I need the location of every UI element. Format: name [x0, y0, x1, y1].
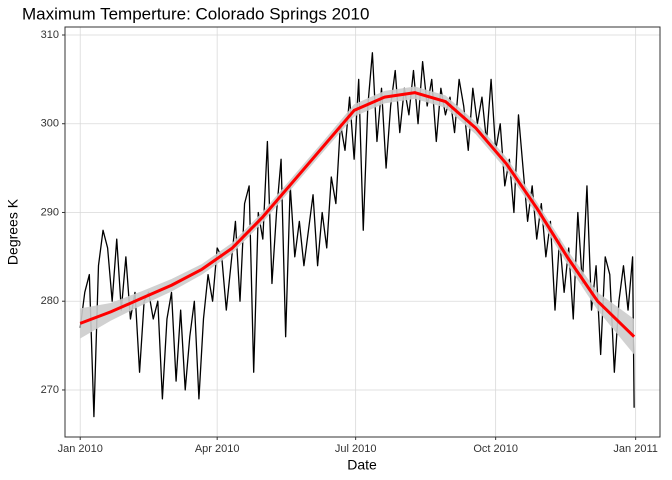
x-tick-label: Jan 2010 [58, 443, 103, 455]
x-tick-label: Jan 2011 [613, 443, 657, 455]
y-tick-label: 290 [41, 206, 59, 218]
data-line [79, 52, 635, 418]
x-axis-label: Date [347, 457, 377, 473]
plot-border [64, 26, 661, 438]
confidence-band [80, 86, 635, 355]
y-axis-label: Degrees K [5, 198, 21, 265]
x-tick-label: Jul 2010 [335, 443, 377, 455]
y-tick-label: 310 [41, 29, 59, 41]
y-tick-label: 270 [41, 384, 59, 396]
x-tick-label: Oct 2010 [473, 443, 518, 455]
smooth-line [79, 91, 636, 338]
y-tick-label: 300 [41, 118, 59, 130]
chart-title: Maximum Temperture: Colorado Springs 201… [22, 4, 369, 23]
y-tick-label: 280 [41, 295, 59, 307]
x-tick-label: Apr 2010 [195, 443, 240, 455]
